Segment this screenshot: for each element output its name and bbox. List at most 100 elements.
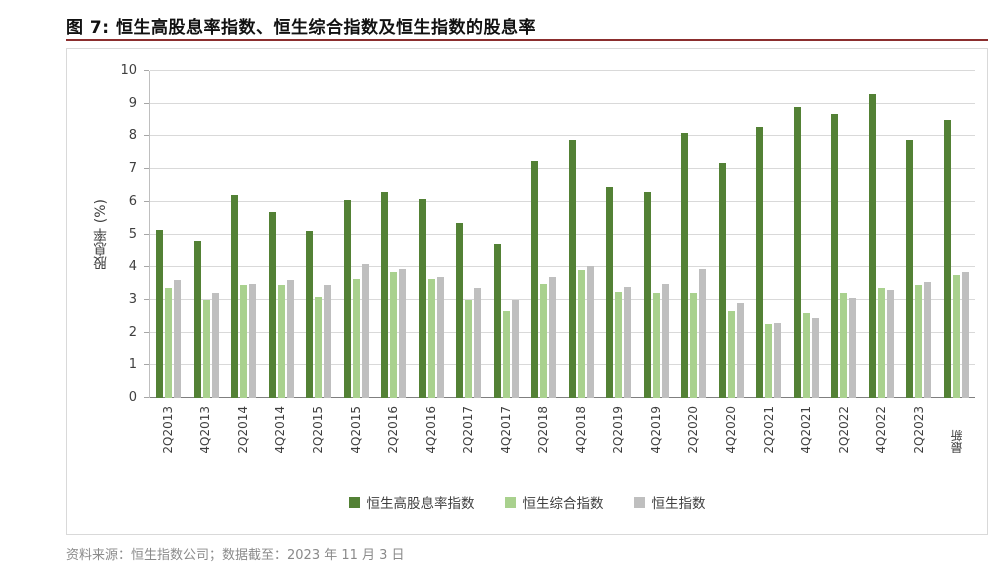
x-tick-label: 2Q2013 [160, 406, 175, 454]
bar-hs-index [961, 272, 969, 398]
bar-hs-index [286, 280, 294, 398]
x-tick-label: 4Q2016 [423, 406, 438, 454]
bar-group [938, 71, 976, 398]
legend-label: 恒生指数 [651, 496, 706, 512]
bar-group [150, 71, 188, 398]
bar-hs-index [399, 268, 407, 398]
gridline [150, 200, 975, 202]
x-tick-label: 2Q2021 [761, 406, 776, 454]
x-tick: 4Q2020 [712, 398, 750, 454]
y-tick-label: 7 [128, 161, 137, 177]
bar-hs-index [474, 288, 482, 398]
bar-hs-high-dividend-yield-index [306, 231, 314, 398]
x-tick: 4Q2014 [262, 398, 300, 454]
bar-hs-composite-index [690, 293, 698, 398]
y-axis-title: 股息率 (%) [93, 199, 109, 270]
bar-group [863, 71, 901, 398]
bar-hs-high-dividend-yield-index [643, 192, 651, 398]
y-tick-mark [144, 233, 149, 235]
y-tick-mark [144, 70, 149, 71]
x-tick: 4Q2016 [412, 398, 450, 454]
x-tick: 2Q2020 [675, 398, 713, 454]
x-tick: 2Q2018 [524, 398, 562, 454]
y-tick-label: 1 [128, 357, 137, 373]
bar-hs-index [324, 285, 332, 398]
bar-hs-high-dividend-yield-index [193, 241, 201, 398]
bar-group [788, 71, 826, 398]
gridline [150, 233, 975, 235]
bar-hs-high-dividend-yield-index [756, 126, 764, 398]
bar-hs-composite-index [427, 278, 435, 398]
y-tick-mark [144, 397, 149, 398]
y-tick-mark [144, 135, 149, 137]
gridline [150, 168, 975, 170]
x-tick: 2Q2019 [600, 398, 638, 454]
x-tick: 4Q2022 [862, 398, 900, 454]
legend-label: 恒生高股息率指数 [366, 496, 475, 512]
bar-hs-high-dividend-yield-index [606, 187, 614, 398]
bar-group [563, 71, 601, 398]
bar-hs-high-dividend-yield-index [718, 162, 726, 398]
x-tick: 2Q2015 [299, 398, 337, 454]
x-tick-label: 2Q2019 [611, 406, 626, 454]
x-tick: 最新 [937, 398, 975, 454]
bar-group [675, 71, 713, 398]
bar-group [825, 71, 863, 398]
bar-group [750, 71, 788, 398]
x-tick-label: 2Q2017 [461, 406, 476, 454]
bar-hs-composite-index [915, 285, 923, 398]
bar-group [488, 71, 526, 398]
bar-hs-composite-index [952, 275, 960, 398]
bar-group [638, 71, 676, 398]
bar-hs-composite-index [315, 296, 323, 398]
y-tick-mark [144, 298, 149, 300]
y-tick-label: 5 [128, 226, 137, 242]
bar-hs-index [211, 293, 219, 398]
bar-hs-high-dividend-yield-index [343, 200, 351, 398]
bar-hs-index [361, 263, 369, 398]
plot-area [149, 70, 976, 398]
bar-group [713, 71, 751, 398]
bar-hs-composite-index [352, 278, 360, 398]
bar-hs-index [624, 286, 632, 398]
bar-group [525, 71, 563, 398]
bar-group [600, 71, 638, 398]
bar-hs-high-dividend-yield-index [156, 229, 164, 398]
legend-item-hs-composite-index: 恒生综合指数 [504, 492, 604, 512]
bar-hs-composite-index [465, 299, 473, 398]
x-tick-label: 4Q2018 [573, 406, 588, 454]
x-tick-label: 4Q2014 [273, 406, 288, 454]
bar-hs-index [549, 277, 557, 398]
bar-hs-index [699, 268, 707, 398]
x-axis-line [150, 397, 975, 398]
gridline [150, 102, 975, 104]
x-tick-label: 2Q2023 [911, 406, 926, 454]
y-tick-mark [144, 266, 149, 268]
bar-group [300, 71, 338, 398]
y-tick-label: 6 [128, 193, 137, 209]
x-tick: 2Q2022 [825, 398, 863, 454]
bar-hs-high-dividend-yield-index [568, 139, 576, 398]
bar-hs-high-dividend-yield-index [231, 195, 239, 398]
y-tick-mark [144, 200, 149, 202]
legend-item-hs-index: 恒生指数 [633, 492, 706, 512]
x-tick-label: 2Q2016 [386, 406, 401, 454]
bar-hs-high-dividend-yield-index [531, 160, 539, 398]
x-tick: 2Q2016 [374, 398, 412, 454]
bar-group [413, 71, 451, 398]
x-tick: 2Q2013 [149, 398, 187, 454]
bar-hs-index [249, 283, 257, 398]
x-tick: 4Q2018 [562, 398, 600, 454]
bar-hs-index [924, 281, 932, 398]
gridline [150, 135, 975, 137]
x-tick-label: 4Q2015 [348, 406, 363, 454]
bar-hs-composite-index [765, 324, 773, 398]
x-tick-label: 最新 [949, 429, 964, 454]
bar-hs-index [811, 317, 819, 398]
y-axis-title-wrap: 股息率 (%) [91, 71, 111, 398]
bar-hs-composite-index [840, 293, 848, 398]
gridline [150, 364, 975, 366]
y-tick-mark [144, 364, 149, 366]
bar-hs-composite-index [615, 291, 623, 398]
x-tick: 2Q2023 [900, 398, 938, 454]
